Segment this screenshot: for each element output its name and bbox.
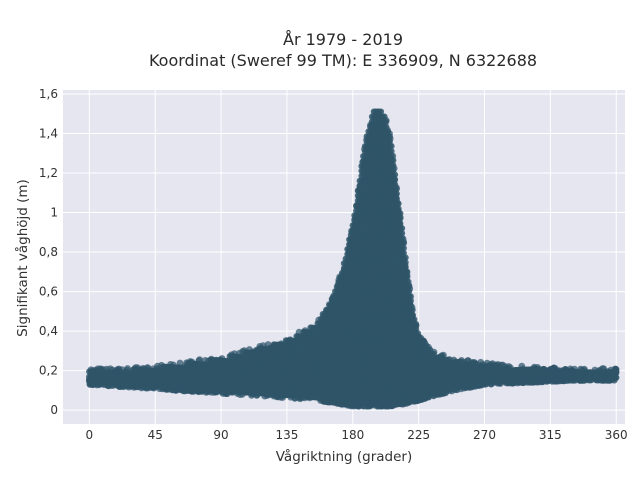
data-points [86, 108, 620, 410]
